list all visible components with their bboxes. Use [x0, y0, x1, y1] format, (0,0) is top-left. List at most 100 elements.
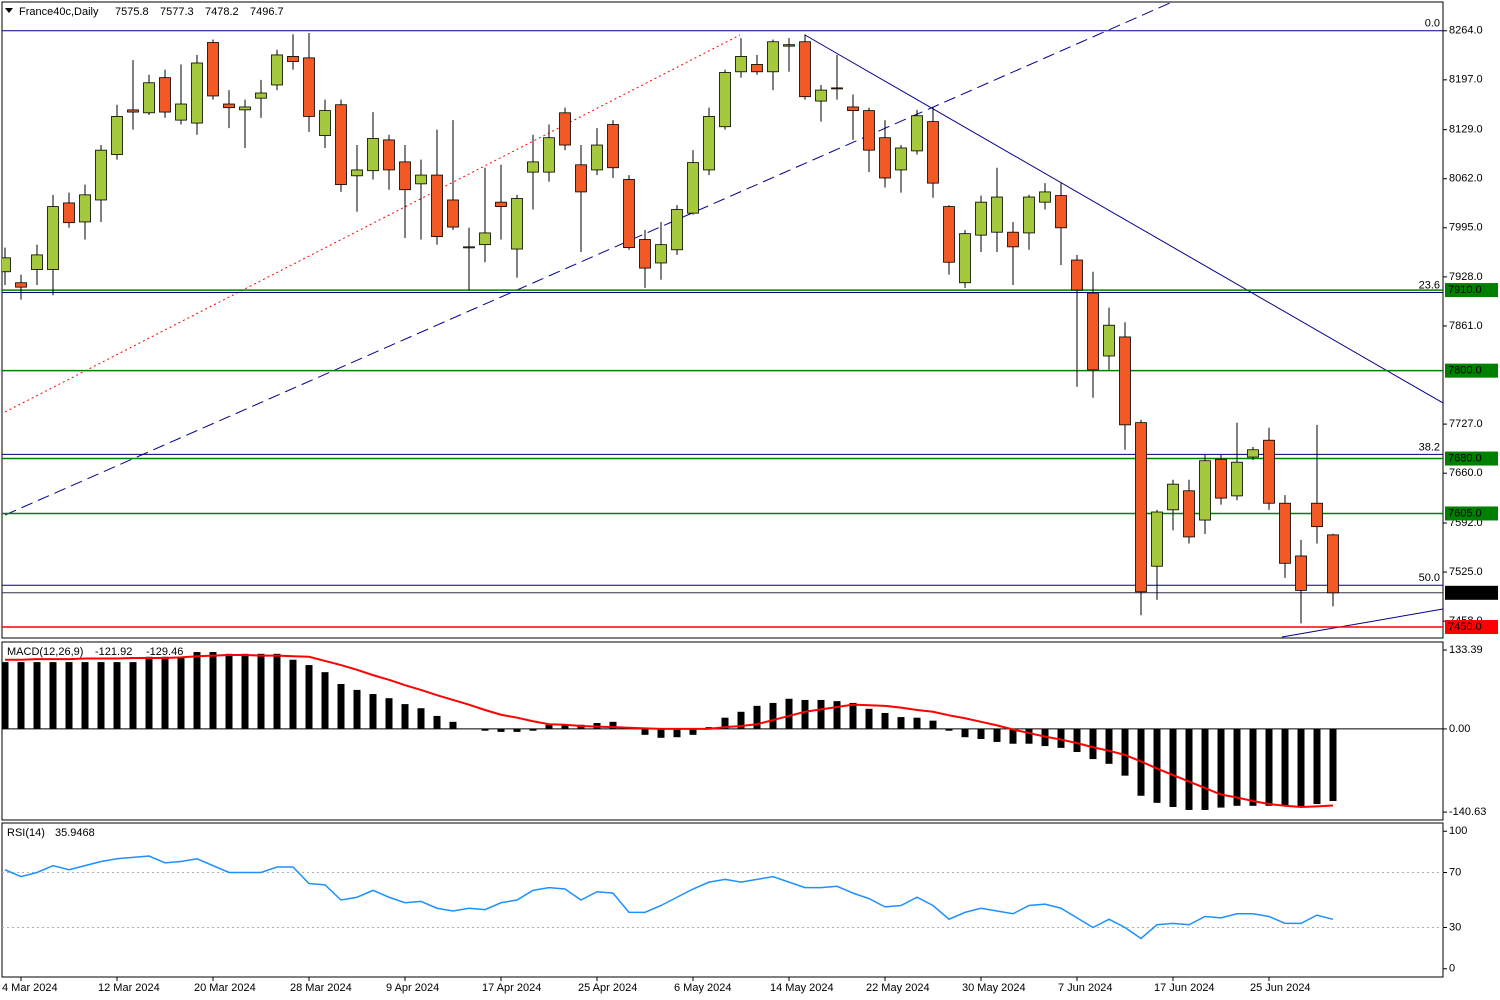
level-label: 7450.0 — [1448, 621, 1482, 633]
candle-body — [271, 54, 283, 86]
candle-body — [655, 244, 667, 264]
histogram-bar — [417, 708, 425, 729]
y-tick-label: 133.39 — [1449, 644, 1483, 656]
y-tick-label: 7928.0 — [1449, 271, 1483, 283]
histogram-bar — [1073, 728, 1081, 752]
macd-panel — [1, 641, 1444, 821]
x-tick-label: 28 Mar 2024 — [290, 982, 352, 994]
histogram-bar — [641, 728, 649, 735]
histogram-bar — [353, 689, 361, 729]
candle-body — [735, 56, 747, 73]
histogram-bar — [801, 699, 809, 729]
candle-body — [1135, 422, 1147, 593]
histogram-bar — [257, 653, 265, 729]
histogram-bar — [865, 708, 873, 729]
candle-body — [143, 82, 155, 114]
histogram-bar — [753, 705, 761, 729]
candle-body — [1055, 195, 1067, 229]
histogram-bar — [113, 662, 121, 729]
candle-body — [1327, 534, 1339, 594]
candle-body — [31, 254, 43, 270]
histogram-bar — [1, 662, 9, 729]
candle-body — [383, 139, 395, 171]
y-tick-label: 7727.0 — [1449, 418, 1483, 430]
histogram-bar — [97, 662, 105, 729]
candle-body — [463, 246, 475, 249]
candle-body — [95, 149, 107, 201]
x-tick-label: 12 Mar 2024 — [98, 982, 160, 994]
candle-body — [351, 169, 363, 177]
histogram-bar — [1009, 728, 1017, 744]
candle-body — [639, 239, 651, 269]
histogram-bar — [401, 704, 409, 729]
histogram-bar — [849, 702, 857, 729]
candle-body — [1023, 196, 1035, 234]
trend-line — [1281, 608, 1443, 638]
histogram-bar — [977, 728, 985, 739]
y-tick-label: 30 — [1449, 921, 1461, 933]
histogram-bar — [369, 694, 377, 729]
candle-body — [527, 161, 539, 173]
menu-arrow[interactable] — [5, 8, 13, 13]
level-box — [1445, 451, 1498, 466]
candle-body — [543, 137, 555, 173]
candle-body — [719, 72, 731, 128]
histogram-bar — [273, 653, 281, 729]
candle-body — [975, 201, 987, 236]
x-tick-label: 7 Jun 2024 — [1058, 982, 1112, 994]
x-tick-label: 6 May 2024 — [674, 982, 731, 994]
signal-value: -129.46 — [146, 646, 183, 658]
rsi-panel — [1, 822, 1444, 978]
candle-body — [447, 199, 459, 228]
candle-body — [479, 232, 491, 246]
histogram-bar — [193, 652, 201, 729]
candle-body — [1087, 292, 1099, 371]
histogram-bar — [993, 728, 1001, 742]
y-tick-label: 8264.0 — [1449, 25, 1483, 37]
histogram-bar — [913, 717, 921, 729]
histogram-bar — [321, 672, 329, 729]
x-tick-label: 17 Jun 2024 — [1154, 982, 1215, 994]
histogram-bar — [1169, 728, 1177, 807]
histogram-bar — [337, 683, 345, 729]
x-tick-label: 4 Mar 2024 — [2, 982, 58, 994]
rsi-title: RSI(14) — [7, 827, 45, 839]
histogram-bar — [1313, 728, 1321, 805]
histogram-bar — [305, 665, 313, 729]
candle-body — [607, 124, 619, 169]
candle-body — [911, 115, 923, 152]
candle-body — [319, 110, 331, 136]
level-label: 7910.0 — [1448, 284, 1482, 296]
y-tick-label: 8129.0 — [1449, 124, 1483, 136]
histogram-bar — [289, 659, 297, 729]
level-label: 7800.0 — [1448, 365, 1482, 377]
histogram-bar — [785, 698, 793, 729]
candle-body — [943, 206, 955, 263]
header-high: 7577.3 — [160, 6, 194, 18]
candle-body — [1119, 336, 1131, 426]
x-tick-label: 20 Mar 2024 — [194, 982, 256, 994]
y-tick-label: 7660.0 — [1449, 467, 1483, 479]
histogram-bar — [129, 662, 137, 729]
histogram-bar — [177, 656, 185, 729]
candle-body — [367, 138, 379, 172]
header-close: 7496.7 — [250, 6, 284, 18]
fibo-label: 23.6 — [1419, 279, 1440, 291]
histogram-bar — [481, 728, 489, 731]
histogram-bar — [833, 701, 841, 729]
histogram-bar — [433, 715, 441, 729]
macd-value: -121.92 — [95, 646, 132, 658]
histogram-bar — [1265, 728, 1273, 806]
candle-body — [1295, 555, 1307, 591]
candle-body — [767, 41, 779, 73]
histogram-bar — [497, 728, 505, 732]
histogram-bar — [1201, 728, 1209, 810]
candle-body — [751, 64, 763, 73]
histogram-bar — [1057, 728, 1065, 748]
candle-body — [303, 57, 315, 117]
histogram-bar — [449, 721, 457, 729]
x-tick-label: 9 Apr 2024 — [386, 982, 439, 994]
histogram-bar — [737, 711, 745, 729]
candle-body — [495, 201, 507, 207]
channel-line — [4, 2, 1171, 516]
